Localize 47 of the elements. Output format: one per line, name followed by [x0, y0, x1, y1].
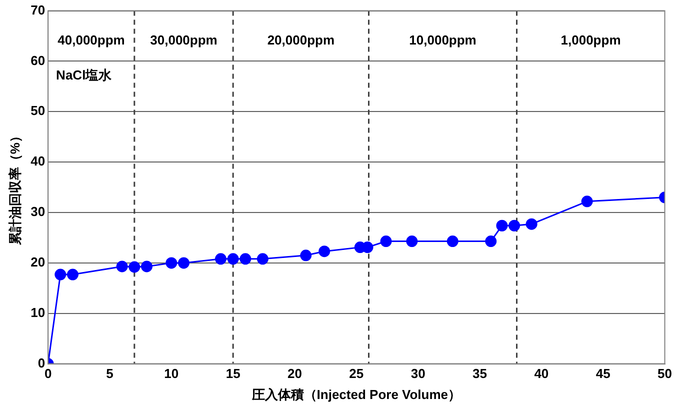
- y-tick-label: 0: [38, 355, 46, 370]
- point: [54, 268, 66, 280]
- y-tick-label: 10: [30, 304, 46, 320]
- point: [526, 218, 538, 230]
- point: [406, 236, 418, 248]
- point: [166, 257, 178, 269]
- x-tick-label: 15: [226, 366, 240, 382]
- y-tick-label: 60: [30, 52, 46, 68]
- x-tick-label: 50: [658, 366, 672, 382]
- x-tick-label: 5: [106, 366, 114, 382]
- y-tick-label: 20: [30, 254, 46, 270]
- x-tick-label: 30: [410, 366, 426, 382]
- point: [446, 236, 458, 248]
- y-tick-label: 40: [30, 154, 46, 169]
- point: [140, 260, 152, 272]
- x-axis-title: 圧入体積（Injected Pore Volume）: [250, 386, 462, 402]
- y-axis-title: 累計油回収率（%）: [7, 130, 22, 246]
- point: [214, 253, 226, 265]
- x-tick-label: 40: [534, 366, 549, 382]
- point: [300, 250, 312, 262]
- point: [380, 236, 392, 248]
- point: [116, 260, 128, 272]
- y-tick-label: 70: [30, 2, 46, 18]
- annotation: 1,000ppm: [560, 32, 621, 48]
- x-tick-label: 10: [164, 366, 179, 382]
- x-tick-label: 45: [596, 366, 610, 382]
- annotation: NaCl塩水: [56, 68, 113, 83]
- annotation: 20,000ppm: [267, 32, 335, 48]
- point: [485, 236, 497, 248]
- annotation: 10,000ppm: [409, 32, 476, 48]
- point: [66, 268, 78, 280]
- point: [496, 220, 508, 232]
- point: [508, 220, 520, 232]
- annotation: 30,000ppm: [150, 32, 218, 48]
- point: [581, 196, 593, 208]
- point: [240, 253, 252, 265]
- annotation: 40,000ppm: [58, 32, 125, 48]
- point: [256, 253, 268, 265]
- y-tick-label: 30: [30, 204, 46, 220]
- point: [128, 261, 140, 273]
- y-tick-label: 50: [30, 103, 46, 118]
- x-tick-label: 25: [349, 366, 364, 382]
- point: [178, 257, 190, 269]
- point: [227, 253, 239, 265]
- x-tick-label: 35: [472, 366, 487, 382]
- point: [318, 246, 330, 258]
- x-tick-label: 20: [288, 366, 302, 382]
